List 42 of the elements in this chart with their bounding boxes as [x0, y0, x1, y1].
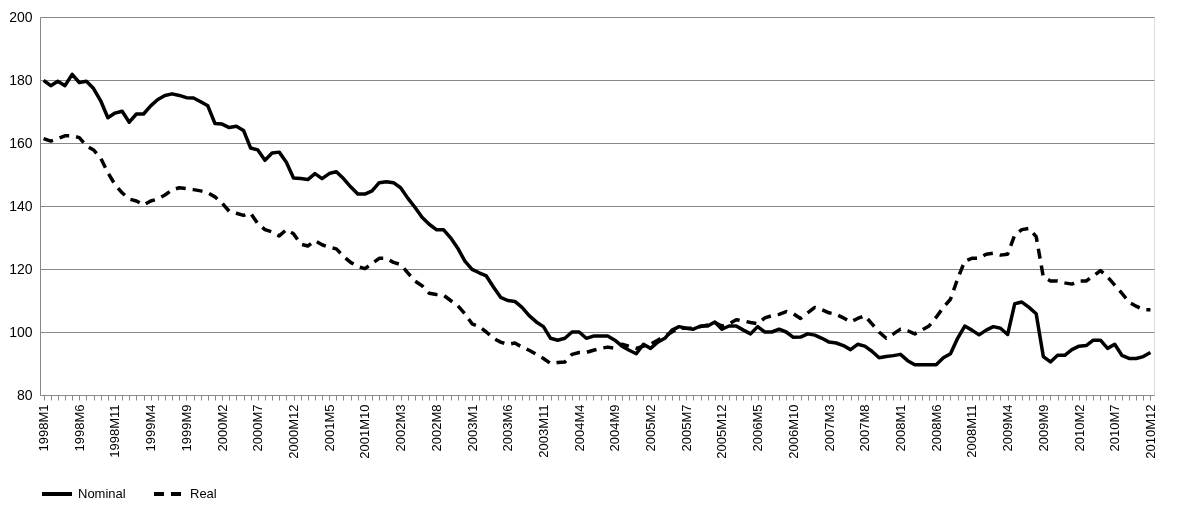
x-tick-label: 1999M9	[178, 404, 194, 452]
x-tick-label: 2004M4	[571, 404, 587, 452]
y-tick-label: 160	[9, 134, 33, 151]
x-tick-label: 2000M7	[250, 404, 266, 452]
x-tick-label: 2010M12	[1142, 404, 1158, 459]
x-tick-label: 2000M2	[214, 404, 230, 452]
y-tick-label: 200	[9, 8, 33, 25]
x-tick-label: 2006M10	[785, 404, 801, 459]
x-tick-label: 2007M8	[857, 404, 873, 452]
x-tick-label: 2005M2	[643, 404, 659, 452]
y-tick-label: 120	[9, 260, 33, 277]
x-tick-label: 2002M3	[393, 404, 409, 452]
x-tick-label: 2001M10	[357, 404, 373, 459]
x-tick-label: 2008M6	[928, 404, 944, 452]
x-tick-label: 1998M6	[71, 404, 87, 452]
x-tick-label: 2004M9	[607, 404, 623, 452]
legend-label: Nominal	[78, 486, 126, 501]
x-tick-label: 2007M3	[821, 404, 837, 452]
x-tick-label: 2009M9	[1035, 404, 1051, 452]
legend-label: Real	[190, 486, 217, 501]
x-tick-label: 2005M7	[678, 404, 694, 452]
x-tick-label: 2003M6	[500, 404, 516, 452]
x-tick-label: 2006M5	[750, 404, 766, 452]
x-tick-label: 2003M11	[535, 404, 551, 458]
y-tick-label: 180	[9, 71, 33, 88]
y-tick-label: 140	[9, 197, 33, 214]
x-tick-label: 2002M8	[428, 404, 444, 452]
x-tick-label: 2010M7	[1107, 404, 1123, 452]
line-series	[41, 72, 1153, 367]
x-tick-label: 2003M1	[464, 404, 480, 452]
x-tick-label: 1999M4	[143, 404, 159, 452]
x-tick-label: 1998M11	[107, 404, 123, 458]
x-tick-label: 2010M2	[1071, 404, 1087, 452]
x-tick-label: 2001M5	[321, 404, 337, 452]
y-tick-label: 100	[9, 323, 33, 340]
x-tick-label: 2008M11	[964, 404, 980, 458]
x-tick-label: 2008M1	[892, 404, 908, 452]
y-tick-label: 80	[16, 386, 33, 403]
x-tick-label: 2000M12	[286, 404, 302, 459]
x-tick-label: 2009M4	[1000, 404, 1016, 452]
x-tick-label: 2005M12	[714, 404, 730, 459]
x-tick-label: 1998M1	[36, 404, 52, 452]
